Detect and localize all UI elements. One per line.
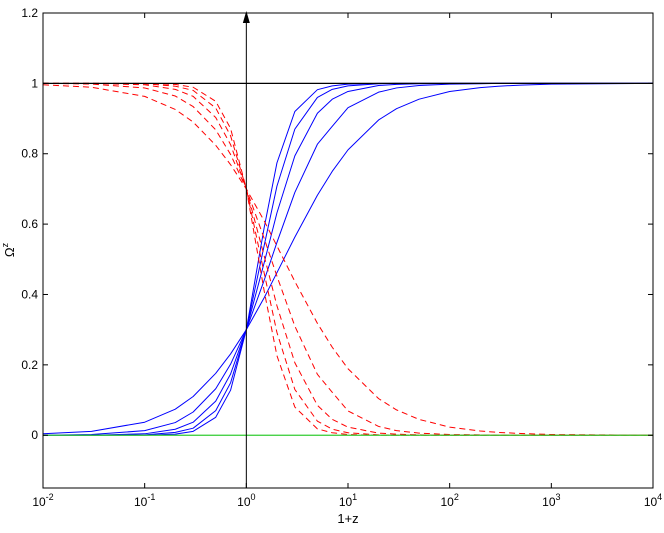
y-tick-label-2: 0.4 [21, 287, 38, 301]
tick-layer: 10-2 10-1 100 101 102 103 104 0 0.2 0.4 0.6 0.8 1 1.2 [21, 6, 662, 509]
y-tick-label-3: 0.6 [21, 217, 38, 231]
y-axis-label: Ωz [0, 242, 17, 257]
y-tick-label-1: 0.2 [21, 358, 38, 372]
x-tick-label-0: 10-2 [32, 492, 53, 509]
x-tick-label-1: 10-1 [134, 492, 155, 509]
x-tick-label-3: 101 [339, 492, 357, 509]
y-axis-label-superscript: z [0, 242, 10, 247]
y-tick-label-0: 0 [31, 428, 38, 442]
x-tick-label-6: 104 [644, 492, 662, 509]
y-tick-label-6: 1.2 [21, 6, 38, 20]
y-axis-label-main: Ω [2, 247, 17, 257]
series-layer [42, 82, 654, 436]
series-line-8 [43, 82, 653, 436]
plot-area-background [43, 13, 653, 488]
y-tick-label-5: 1 [31, 76, 38, 90]
x-tick-label-2: 100 [237, 492, 255, 509]
y-tick-label-4: 0.8 [21, 147, 38, 161]
x-axis-label: 1+z [337, 511, 358, 526]
series-line-1 [42, 82, 654, 435]
x-tick-label-4: 102 [440, 492, 458, 509]
series-line-6 [42, 84, 654, 436]
x-tick-label-5: 103 [542, 492, 560, 509]
